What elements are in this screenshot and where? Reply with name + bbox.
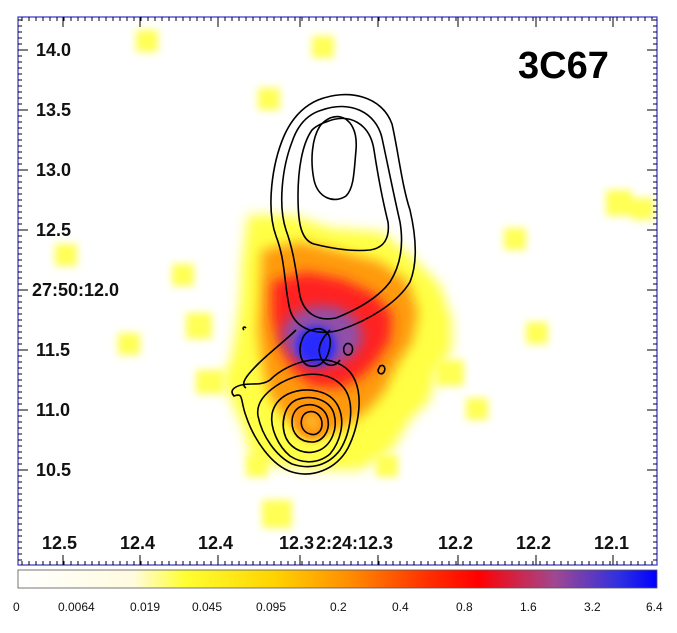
ra-axis-labels: 12.5 12.4 12.4 12.3 2:24:12.3 12.2 12.2 … <box>42 533 629 553</box>
ra-tick-label: 12.2 <box>516 533 551 553</box>
ra-tick-label: 12.2 <box>438 533 473 553</box>
ra-tick-label: 2:24:12.3 <box>316 533 393 553</box>
dec-tick-label: 27:50:12.0 <box>32 280 119 300</box>
dec-tick-label: 13.0 <box>36 160 71 180</box>
colorbar-label: 0 <box>13 600 20 614</box>
colorbar: 0 0.0064 0.019 0.045 0.095 0.2 0.4 0.8 1… <box>13 569 663 614</box>
ra-tick-label: 12.3 <box>279 533 314 553</box>
dec-tick-label: 12.5 <box>36 220 71 240</box>
dec-tick-label: 11.0 <box>36 400 70 420</box>
colorbar-label: 0.2 <box>330 600 347 614</box>
dec-tick-label: 10.5 <box>36 460 71 480</box>
ra-tick-label: 12.4 <box>198 533 233 553</box>
xray-emission <box>55 30 654 528</box>
source-title: 3C67 <box>518 45 609 87</box>
colorbar-label: 6.4 <box>646 600 663 614</box>
colorbar-label: 0.8 <box>456 600 473 614</box>
colorbar-gradient <box>17 569 658 589</box>
colorbar-label: 0.095 <box>256 600 286 614</box>
colorbar-label: 1.6 <box>520 600 537 614</box>
ra-tick-label: 12.4 <box>120 533 155 553</box>
dec-tick-label: 13.5 <box>36 100 71 120</box>
ra-tick-label: 12.1 <box>594 533 629 553</box>
ra-tick-label: 12.5 <box>42 533 77 553</box>
colorbar-label: 0.045 <box>192 600 222 614</box>
dec-tick-label: 11.5 <box>36 340 70 360</box>
dec-axis-labels: 14.0 13.5 13.0 12.5 27:50:12.0 11.5 11.0… <box>32 40 119 480</box>
colorbar-label: 0.4 <box>392 600 409 614</box>
colorbar-label: 3.2 <box>584 600 601 614</box>
tick-marks <box>18 17 657 565</box>
colorbar-label: 0.0064 <box>58 600 95 614</box>
radio-contours <box>231 93 417 475</box>
dec-tick-label: 14.0 <box>36 40 71 60</box>
colorbar-label: 0.019 <box>130 600 160 614</box>
